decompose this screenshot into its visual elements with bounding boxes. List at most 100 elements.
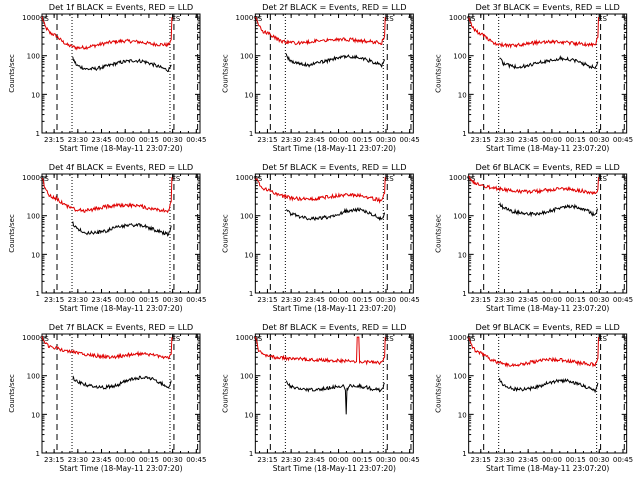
x-tick-label: 00:45	[400, 296, 420, 304]
y-tick-label: 100	[240, 53, 253, 61]
y-tick-label: 10	[244, 411, 253, 419]
y-tick-label: 1	[249, 290, 253, 298]
x-tick-label: 00:45	[613, 456, 633, 464]
ss-marker-label: SS	[467, 15, 476, 23]
x-tick-label: 00:30	[589, 456, 609, 464]
x-tick-label: 00:45	[400, 456, 420, 464]
lld-series-line	[41, 177, 173, 214]
ss-marker-label: SS	[253, 335, 262, 343]
panel-title: Det 1f BLACK = Events, RED = LLD	[49, 2, 193, 12]
x-tick-label: 23:30	[68, 456, 88, 464]
y-axis-label: Counts/sec	[221, 54, 229, 93]
es-marker-label: ES	[171, 15, 180, 23]
x-tick-label: 23:15	[257, 296, 277, 304]
y-axis-label: Counts/sec	[8, 214, 16, 253]
x-tick-label: 23:45	[91, 456, 111, 464]
x-tick-label: 23:30	[68, 296, 88, 304]
x-tick-label: 00:00	[328, 136, 348, 144]
y-tick-label: 1	[462, 130, 466, 138]
y-axis-label: Counts/sec	[221, 214, 229, 253]
y-tick-label: 10	[458, 411, 467, 419]
panel-title: Det 4f BLACK = Events, RED = LLD	[49, 162, 193, 172]
x-tick-label: 00:00	[542, 136, 562, 144]
panel-det-4: Det 4f BLACK = Events, RED = LLD 1 10 100 10…	[8, 162, 206, 313]
events-series-line	[285, 380, 385, 415]
x-tick-label: 23:45	[518, 456, 538, 464]
x-tick-label: 00:30	[589, 296, 609, 304]
y-axis-label: Counts/sec	[8, 374, 16, 413]
events-series-line	[72, 221, 172, 237]
es-marker-label: ES	[385, 175, 394, 183]
x-tick-label: 23:30	[281, 136, 301, 144]
panel-det-6: Det 6f BLACK = Events, RED = LLD 1 10 100 10…	[435, 162, 633, 313]
x-tick-label: 23:15	[44, 136, 64, 144]
x-tick-label: 00:30	[163, 456, 183, 464]
x-tick-label: 00:30	[589, 136, 609, 144]
x-tick-label: 23:45	[305, 296, 325, 304]
y-tick-label: 1000	[236, 334, 254, 342]
y-tick-label: 1000	[22, 334, 40, 342]
plot-frame	[254, 333, 414, 454]
x-tick-label: 00:15	[352, 136, 372, 144]
x-tick-label: 23:15	[257, 136, 277, 144]
lld-series-line	[254, 16, 386, 46]
x-tick-label: 23:15	[471, 136, 491, 144]
x-tick-label: 00:30	[376, 296, 396, 304]
ss-marker-label: SS	[253, 15, 262, 23]
x-tick-label: 23:45	[518, 136, 538, 144]
lld-series-line	[468, 337, 599, 368]
y-tick-label: 10	[31, 251, 40, 259]
x-tick-label: 00:15	[139, 136, 159, 144]
x-tick-label: 00:00	[115, 296, 135, 304]
y-tick-label: 100	[27, 213, 40, 221]
ss-marker-label: SS	[40, 175, 49, 183]
events-series-line	[72, 56, 172, 73]
panel-det-1: Det 1f BLACK = Events, RED = LLD 1 10 100 10…	[8, 2, 206, 153]
x-axis-label: Start Time (18-May-11 23:07:20)	[273, 304, 396, 313]
plot-frame	[41, 173, 201, 294]
x-tick-label: 00:15	[352, 456, 372, 464]
panel-det-2: Det 2f BLACK = Events, RED = LLD 1 10 100 10…	[221, 2, 419, 153]
x-tick-label: 00:30	[163, 296, 183, 304]
panel-det-3: Det 3f BLACK = Events, RED = LLD 1 10 100 10…	[435, 2, 633, 153]
lld-series-line	[468, 175, 599, 196]
x-tick-label: 00:30	[376, 136, 396, 144]
x-axis-label: Start Time (18-May-11 23:07:20)	[486, 464, 609, 473]
y-tick-label: 100	[453, 213, 466, 221]
y-tick-label: 100	[27, 53, 40, 61]
ss-marker-label: SS	[253, 175, 262, 183]
x-tick-label: 00:15	[565, 296, 585, 304]
x-axis-label: Start Time (18-May-11 23:07:20)	[273, 464, 396, 473]
x-tick-label: 00:45	[613, 136, 633, 144]
events-series-line	[72, 375, 172, 390]
y-tick-label: 1	[36, 130, 40, 138]
x-tick-label: 23:30	[281, 456, 301, 464]
x-tick-label: 23:45	[91, 136, 111, 144]
panel-det-7: Det 7f BLACK = Events, RED = LLD 1 10 100 10…	[8, 322, 206, 473]
x-tick-label: 00:15	[565, 136, 585, 144]
es-marker-label: ES	[385, 335, 394, 343]
x-tick-label: 23:15	[471, 296, 491, 304]
x-axis-label: Start Time (18-May-11 23:07:20)	[59, 464, 182, 473]
events-series-line	[285, 53, 386, 69]
events-series-line	[286, 206, 386, 222]
y-axis-label: Counts/sec	[8, 54, 16, 93]
y-tick-label: 1	[249, 450, 253, 458]
x-tick-label: 00:15	[352, 296, 372, 304]
x-tick-label: 00:45	[186, 296, 206, 304]
x-tick-label: 00:45	[613, 296, 633, 304]
panel-title: Det 5f BLACK = Events, RED = LLD	[262, 162, 406, 172]
x-tick-label: 00:00	[542, 296, 562, 304]
y-tick-label: 1	[36, 450, 40, 458]
x-tick-label: 00:45	[186, 456, 206, 464]
lld-series-line	[254, 336, 386, 366]
y-tick-label: 1000	[236, 174, 254, 182]
x-tick-label: 23:30	[281, 296, 301, 304]
plot-frame	[468, 13, 628, 134]
es-marker-label: ES	[171, 335, 180, 343]
x-axis-label: Start Time (18-May-11 23:07:20)	[273, 144, 396, 153]
x-tick-label: 00:45	[400, 136, 420, 144]
y-tick-label: 100	[240, 373, 253, 381]
lld-series-line	[468, 17, 599, 49]
